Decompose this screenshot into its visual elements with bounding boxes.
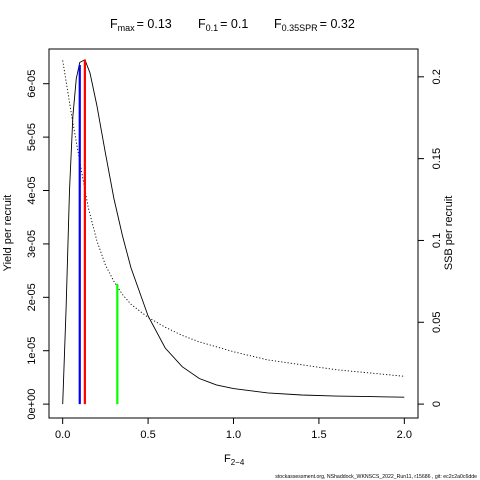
chart-title: Fmax = 0.13 F0.1 = 0.1 F0.35SPR = 0.32 (110, 17, 355, 33)
footer-note: stockassessment.org, NShaddock_WKNSCS_20… (275, 474, 477, 480)
y-axis-right-label: SSB per recruit (443, 196, 455, 271)
series-layer (62, 59, 405, 405)
y-left-tick-label: 5e-05 (26, 123, 38, 151)
y-left-tick-label: 6e-05 (26, 70, 38, 98)
y-axis-left: 0e+00 1e-05 2e-05 3e-05 4e-05 5e-05 6e-05 (26, 70, 49, 420)
y-left-tick-label: 2e-05 (26, 283, 38, 311)
ssb-per-recruit-line (62, 60, 405, 377)
y-right-tick-label: 0.15 (431, 148, 443, 169)
y-left-tick-label: 3e-05 (26, 230, 38, 258)
title-fmax: Fmax = 0.13 (110, 17, 172, 33)
x-tick-label: 1.0 (226, 429, 241, 441)
y-axis-left-label: Yield per recruit (2, 195, 14, 272)
y-left-tick-label: 4e-05 (26, 176, 38, 204)
x-tick-label: 1.5 (311, 429, 326, 441)
plot-frame (48, 48, 419, 419)
y-axis-right: 0 0.05 0.1 0.15 0.2 (418, 69, 443, 407)
title-f01: F0.1 = 0.1 (198, 17, 248, 33)
x-tick-label: 0.5 (140, 429, 155, 441)
title-f035spr: F0.35SPR = 0.32 (274, 17, 355, 33)
yield-per-recruit-line (62, 59, 405, 405)
x-tick-label: 2.0 (397, 429, 412, 441)
y-left-tick-label: 0e+00 (26, 389, 38, 420)
reference-lines (78, 59, 119, 405)
y-right-tick-label: 0 (431, 401, 443, 407)
y-right-tick-label: 0.2 (431, 69, 443, 84)
y-right-tick-label: 0.05 (431, 312, 443, 333)
x-axis-label: F2−4 (224, 453, 245, 467)
x-axis: 0.0 0.5 1.0 1.5 2.0 (55, 418, 412, 441)
y-right-tick-label: 0.1 (431, 233, 443, 248)
x-tick-label: 0.0 (55, 429, 70, 441)
y-left-tick-label: 1e-05 (26, 337, 38, 365)
